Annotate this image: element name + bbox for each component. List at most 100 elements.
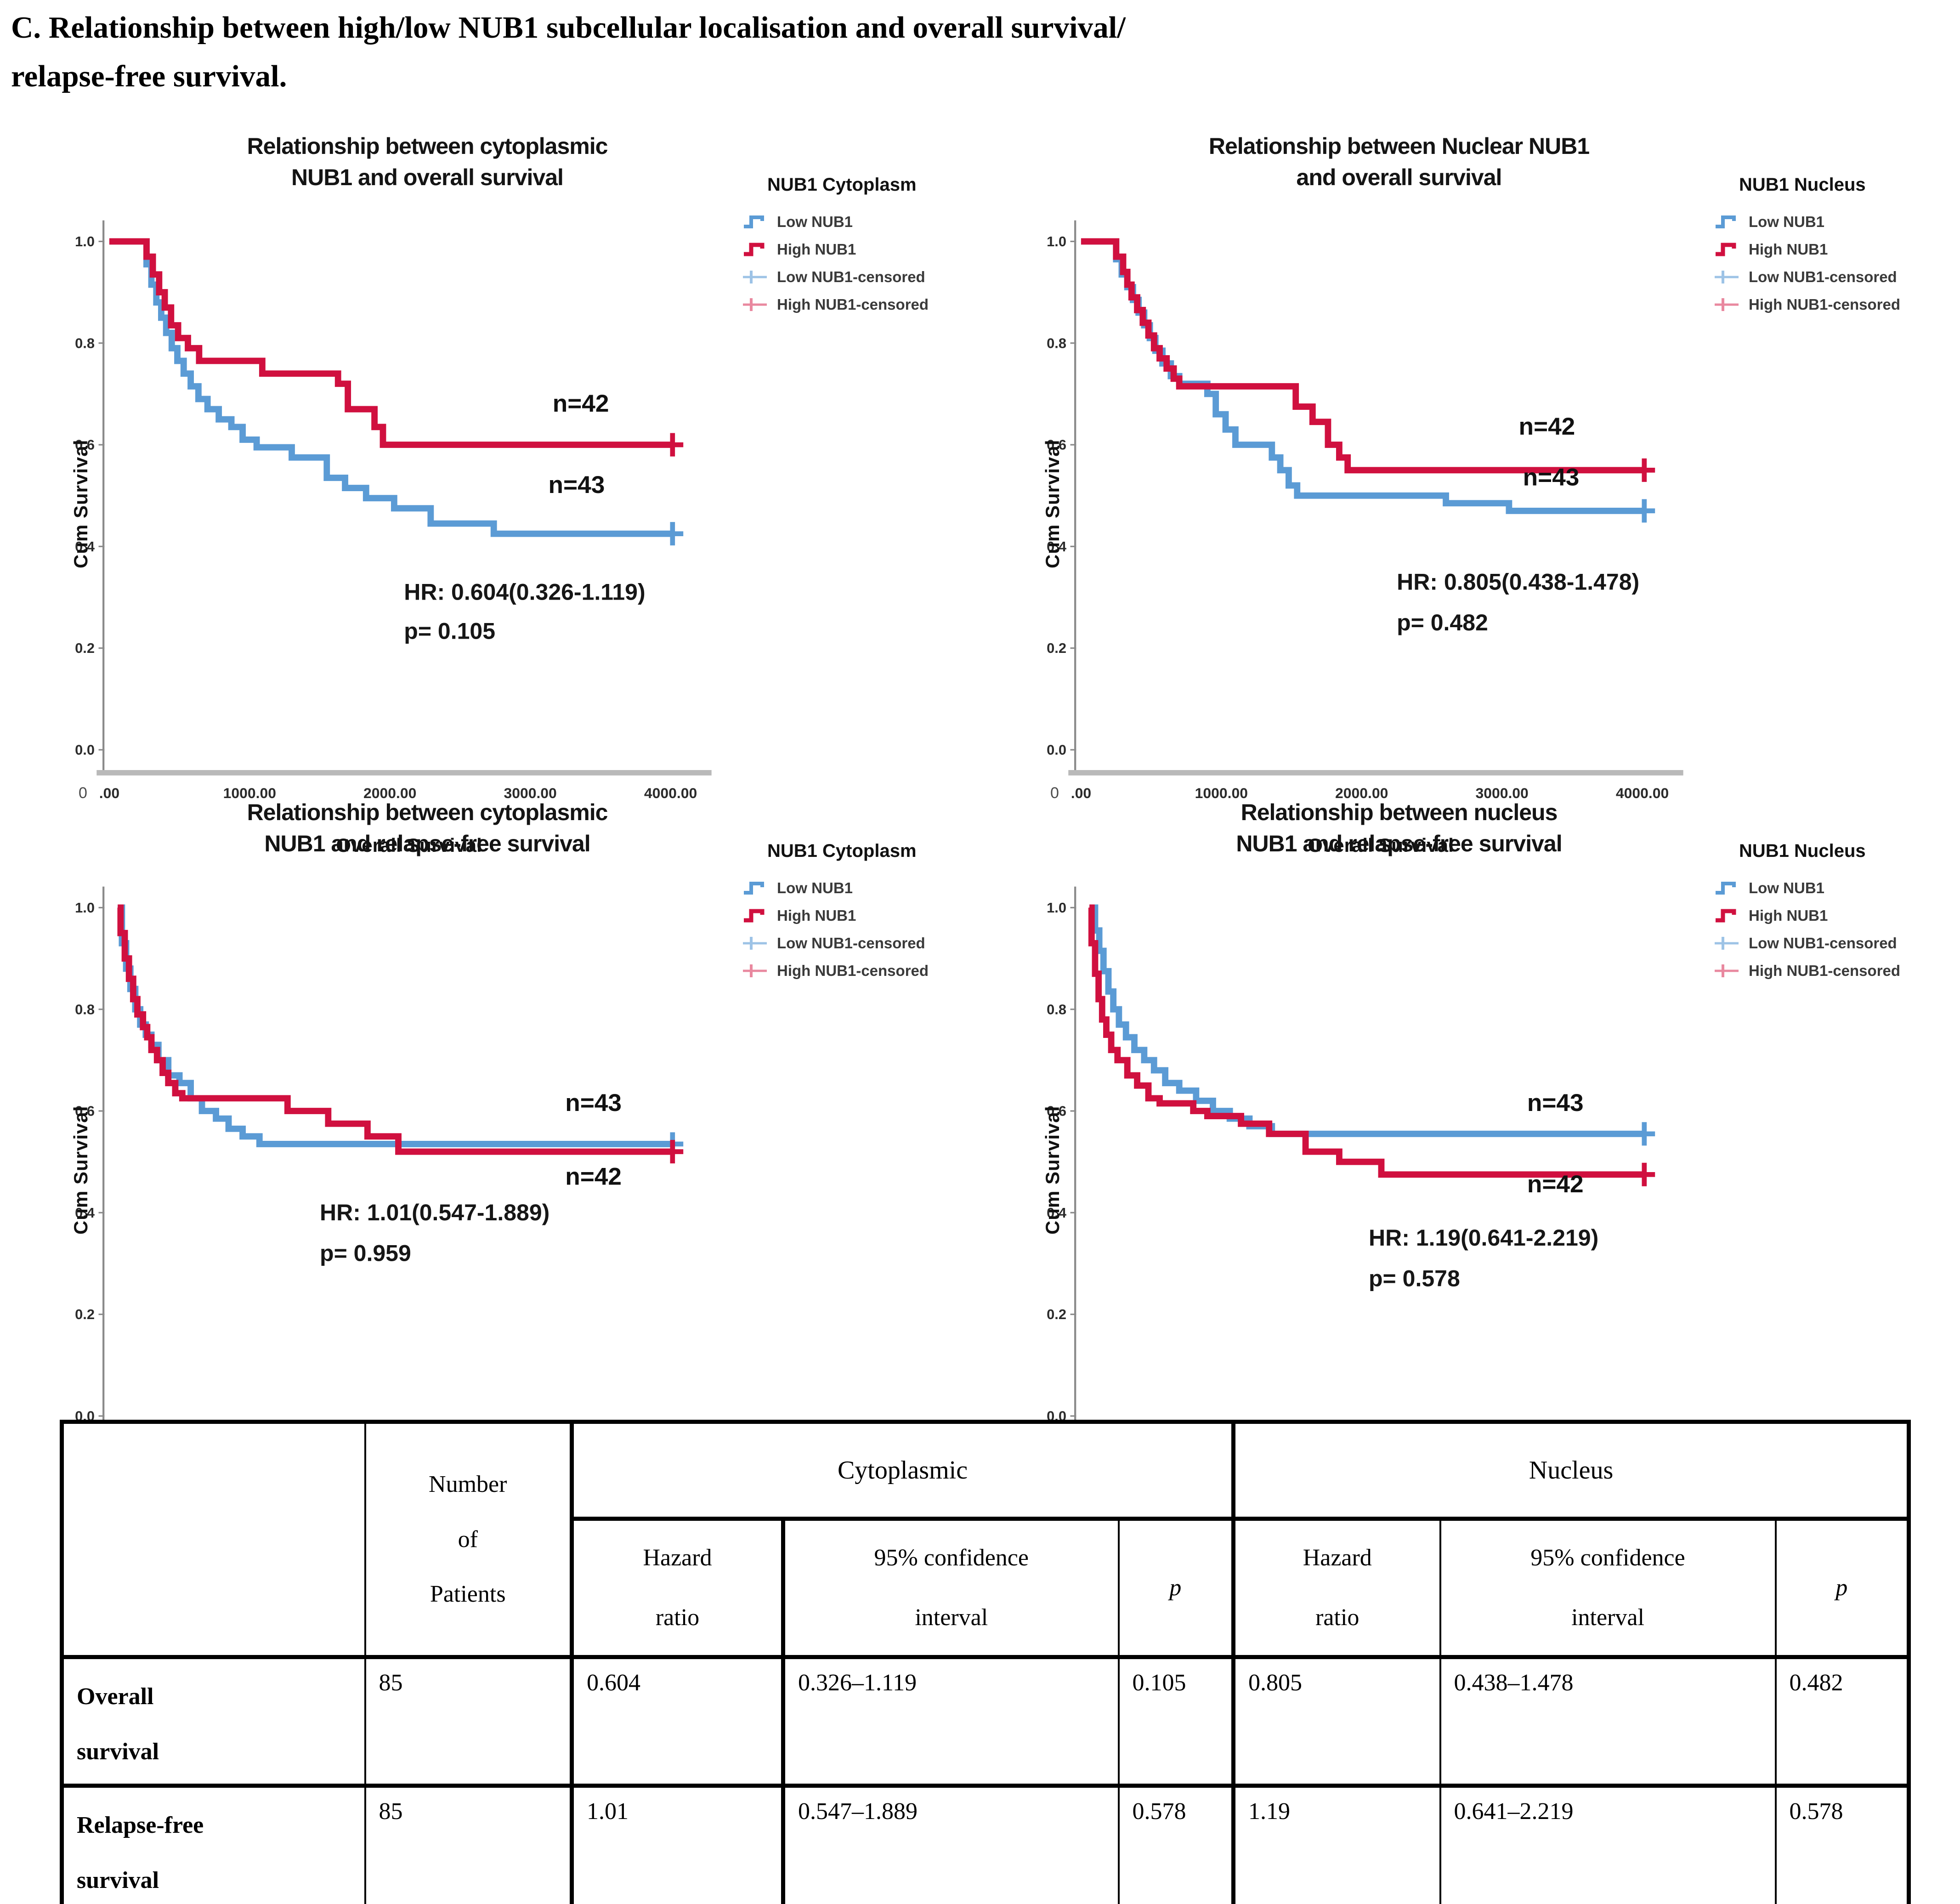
legend-item-high-censored: High NUB1-censored [742, 957, 986, 985]
km-curve-high [1088, 904, 1643, 1178]
plot-area: Relationship between cytoplasmic NUB1 an… [51, 797, 767, 1523]
y-tick-label: 0.8 [75, 1001, 95, 1017]
censored-cross-icon [743, 271, 767, 283]
col-header-cyto-ci: 95% confidence interval [782, 1518, 1120, 1658]
legend: NUB1 Nucleus Low NUB1 High NUB1 Low NUB1… [1714, 841, 1957, 985]
chart-title-line2: NUB1 and overall survival [291, 164, 564, 190]
legend-item-low-censored: Low NUB1-censored [1714, 929, 1957, 957]
table-row-relapse-free-survival: Relapse-free survival 85 1.01 0.547–1.88… [61, 1784, 1910, 1904]
cell-nuc-p: 0.482 [1774, 1655, 1910, 1787]
chart-title-line2: NUB1 and relapse-free survival [264, 830, 590, 856]
chart-title: Relationship between cytoplasmic NUB1 an… [156, 131, 698, 200]
chart-title-line1: Relationship between cytoplasmic [247, 799, 608, 825]
legend-item-high: High NUB1 [1714, 236, 1957, 263]
x-tick-label: 1000.00 [1195, 785, 1248, 801]
km-curve-high [1081, 238, 1643, 474]
x-tick-label: 2000.00 [1335, 785, 1388, 801]
censored-cross-icon [1715, 964, 1739, 977]
legend-title: NUB1 Nucleus [1739, 175, 1866, 195]
censored-cross-icon [1715, 271, 1739, 283]
group-header-nucleus: Nucleus [1231, 1421, 1910, 1521]
y-axis-label: Cum Survival [1042, 1105, 1063, 1235]
step-line-icon [744, 909, 765, 923]
y-axis-label: Cum Survival [1042, 439, 1063, 568]
step-line-icon [744, 215, 764, 228]
y-tick-label: 0.8 [75, 335, 95, 351]
n-count-label: n=43 [1527, 1089, 1584, 1116]
x-origin-label: 0 [1050, 784, 1059, 802]
legend-title: NUB1 Cytoplasm [767, 841, 917, 861]
chart-title: Relationship between cytoplasmic NUB1 an… [156, 797, 698, 866]
p-value-annotation: p= 0.105 [404, 618, 495, 644]
legend-title: NUB1 Nucleus [1739, 841, 1866, 861]
cell-nuc-ci: 0.438–1.478 [1439, 1655, 1777, 1787]
y-tick-label: 0.2 [1047, 640, 1066, 656]
km-curve-low [109, 238, 671, 537]
cell-nuc-ci: 0.641–2.219 [1439, 1784, 1777, 1904]
km-plot: 0.00.20.40.60.81.0.001000.002000.003000.… [75, 886, 712, 1468]
n-count-label: n=42 [565, 1163, 622, 1190]
legend-item-low-censored: Low NUB1-censored [742, 263, 986, 291]
cell-nuc-p: 0.578 [1774, 1784, 1910, 1904]
y-tick-label: 0.4 [1047, 538, 1066, 555]
legend: NUB1 Nucleus Low NUB1 High NUB1 Low NUB1… [1714, 175, 1957, 318]
censored-cross-icon [1715, 937, 1739, 950]
p-value-annotation: p= 0.578 [1369, 1266, 1460, 1292]
cell-cyto-ci: 0.326–1.119 [782, 1655, 1120, 1787]
cell-nuc-hr: 0.805 [1231, 1655, 1441, 1787]
chart-nuclear-overall-survival: Relationship between Nuclear NUB1 and ov… [1022, 131, 1960, 856]
x-tick-label: .00 [1071, 785, 1091, 801]
cell-n-patients: 85 [364, 1784, 573, 1904]
chart-title-line1: Relationship between Nuclear NUB1 [1208, 133, 1590, 159]
col-header-number-of-patients: Number of Patients [364, 1421, 573, 1658]
legend-item-low: Low NUB1 [742, 208, 986, 236]
y-tick-label: 0.6 [1047, 437, 1066, 453]
chart-cytoplasmic-overall-survival: Relationship between cytoplasmic NUB1 an… [51, 131, 988, 856]
col-header-cyto-p: p [1117, 1518, 1235, 1658]
x-tick-label: 3000.00 [504, 785, 556, 801]
y-tick-label: 1.0 [75, 233, 95, 249]
col-header-nuc-ci: 95% confidence interval [1439, 1518, 1777, 1658]
hazard-ratio-annotation: HR: 0.604(0.326-1.119) [404, 579, 645, 605]
legend-title: NUB1 Cytoplasm [767, 175, 917, 195]
legend-item-high: High NUB1 [742, 902, 986, 929]
x-tick-label: 4000.00 [644, 785, 697, 801]
y-tick-label: 0.6 [75, 1103, 95, 1119]
y-tick-label: 0.0 [1047, 742, 1066, 758]
y-tick-label: 1.0 [1047, 233, 1066, 249]
y-axis-label: Cum Survival [70, 439, 91, 568]
chart-title: Relationship between nucleus NUB1 and re… [1128, 797, 1670, 866]
chart-title-line1: Relationship between cytoplasmic [247, 133, 608, 159]
group-header-cytoplasmic: Cytoplasmic [570, 1421, 1235, 1521]
step-line-icon [1716, 243, 1736, 256]
legend-item-low-censored: Low NUB1-censored [1714, 263, 1957, 291]
hazard-ratio-annotation: HR: 1.19(0.641-2.219) [1369, 1225, 1598, 1251]
y-tick-label: 0.4 [75, 538, 95, 555]
n-count-label: n=43 [1523, 464, 1580, 491]
legend-item-low: Low NUB1 [1714, 874, 1957, 902]
chart-title: Relationship between Nuclear NUB1 and ov… [1128, 131, 1670, 200]
x-origin-label: 0 [79, 784, 87, 802]
plot-area: Relationship between cytoplasmic NUB1 an… [51, 131, 767, 856]
km-curve-high [117, 904, 671, 1155]
n-count-label: n=42 [1519, 413, 1575, 440]
n-count-label: n=42 [1527, 1171, 1584, 1198]
y-tick-label: 1.0 [75, 900, 95, 916]
y-tick-label: 0.4 [75, 1205, 95, 1221]
col-header-nuc-p: p [1774, 1518, 1910, 1658]
legend-item-low-censored: Low NUB1-censored [742, 929, 986, 957]
legend: NUB1 Cytoplasm Low NUB1 High NUB1 Low NU… [742, 841, 986, 985]
hazard-ratio-annotation: HR: 0.805(0.438-1.478) [1397, 569, 1639, 595]
n-count-label: n=43 [565, 1089, 622, 1116]
step-line-icon [1716, 215, 1736, 228]
statistics-table: Number of Patients Cytoplasmic Nucleus H… [60, 1420, 1911, 1904]
y-tick-label: 0.8 [1047, 335, 1066, 351]
x-tick-label: 1000.00 [223, 785, 276, 801]
cell-nuc-hr: 1.19 [1231, 1784, 1441, 1904]
hazard-ratio-table: Number of Patients Cytoplasmic Nucleus H… [60, 1420, 1911, 1904]
legend-item-low: Low NUB1 [742, 874, 986, 902]
y-axis-label: Cum Survival [70, 1105, 91, 1235]
